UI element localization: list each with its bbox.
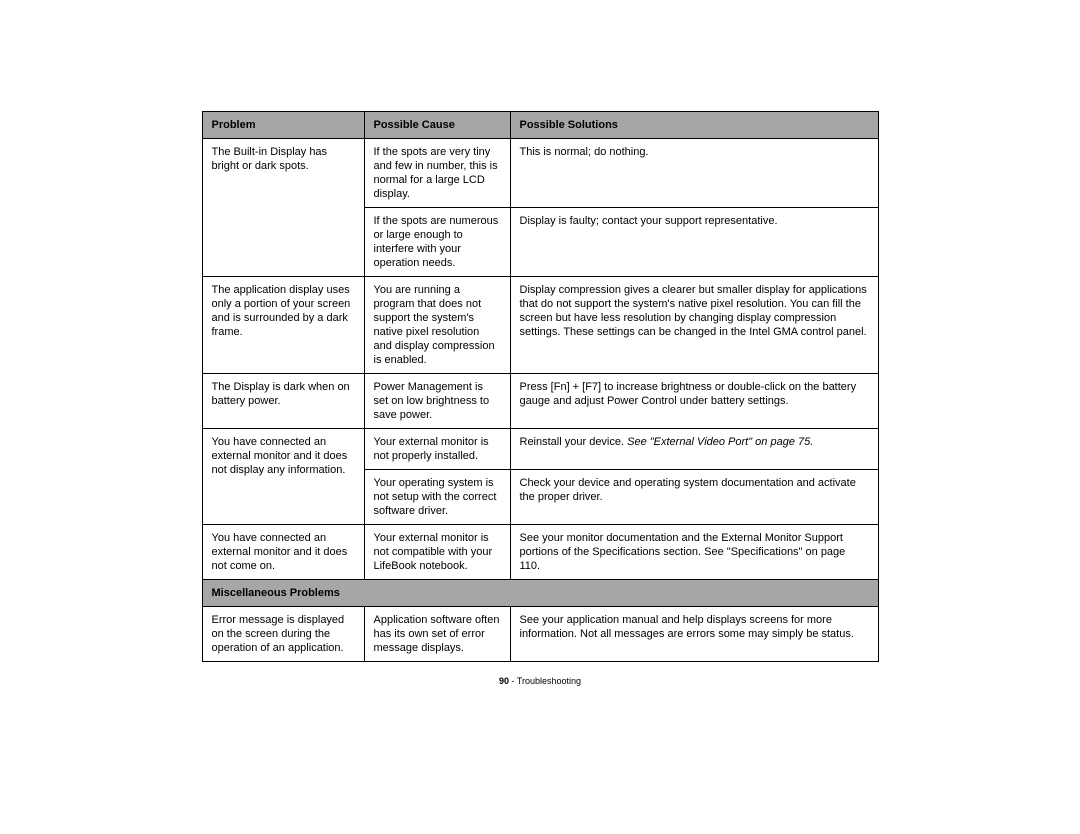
page-footer: 90 - Troubleshooting [202,676,878,686]
cell-solution: Check your device and operating system d… [510,470,878,525]
cell-cause: Your operating system is not setup with … [364,470,510,525]
section-row-misc: Miscellaneous Problems [202,580,878,607]
cell-solution: Press [Fn] + [F7] to increase brightness… [510,374,878,429]
cell-cause: Your external monitor is not compatible … [364,525,510,580]
solution-reference: See "External Video Port" on page 75. [627,436,813,448]
footer-separator: - [509,676,517,686]
header-cause: Possible Cause [364,112,510,139]
cell-solution: See your application manual and help dis… [510,607,878,662]
cell-problem: The Display is dark when on battery powe… [202,374,364,429]
cell-problem: The Built-in Display has bright or dark … [202,139,364,277]
cell-solution: Display is faulty; contact your support … [510,208,878,277]
table-row: The Built-in Display has bright or dark … [202,139,878,208]
page-number: 90 [499,676,509,686]
solution-text: Reinstall your device. [520,436,628,448]
table-row: You have connected an external monitor a… [202,429,878,470]
document-page: Problem Possible Cause Possible Solution… [0,0,1080,834]
cell-cause: If the spots are very tiny and few in nu… [364,139,510,208]
cell-cause: You are running a program that does not … [364,277,510,374]
cell-cause: If the spots are numerous or large enoug… [364,208,510,277]
cell-problem: You have connected an external monitor a… [202,525,364,580]
cell-cause: Power Management is set on low brightnes… [364,374,510,429]
cell-problem: Error message is displayed on the screen… [202,607,364,662]
troubleshooting-table: Problem Possible Cause Possible Solution… [202,111,879,662]
table-row: You have connected an external monitor a… [202,525,878,580]
cell-solution: Reinstall your device. See "External Vid… [510,429,878,470]
table-header-row: Problem Possible Cause Possible Solution… [202,112,878,139]
table-row: The application display uses only a port… [202,277,878,374]
cell-cause: Application software often has its own s… [364,607,510,662]
cell-problem: You have connected an external monitor a… [202,429,364,525]
table-row: The Display is dark when on battery powe… [202,374,878,429]
header-solutions: Possible Solutions [510,112,878,139]
header-problem: Problem [202,112,364,139]
footer-section: Troubleshooting [517,676,581,686]
table-row: Error message is displayed on the screen… [202,607,878,662]
cell-cause: Your external monitor is not properly in… [364,429,510,470]
section-heading: Miscellaneous Problems [202,580,878,607]
cell-problem: The application display uses only a port… [202,277,364,374]
cell-solution: This is normal; do nothing. [510,139,878,208]
cell-solution: Display compression gives a clearer but … [510,277,878,374]
cell-solution: See your monitor documentation and the E… [510,525,878,580]
